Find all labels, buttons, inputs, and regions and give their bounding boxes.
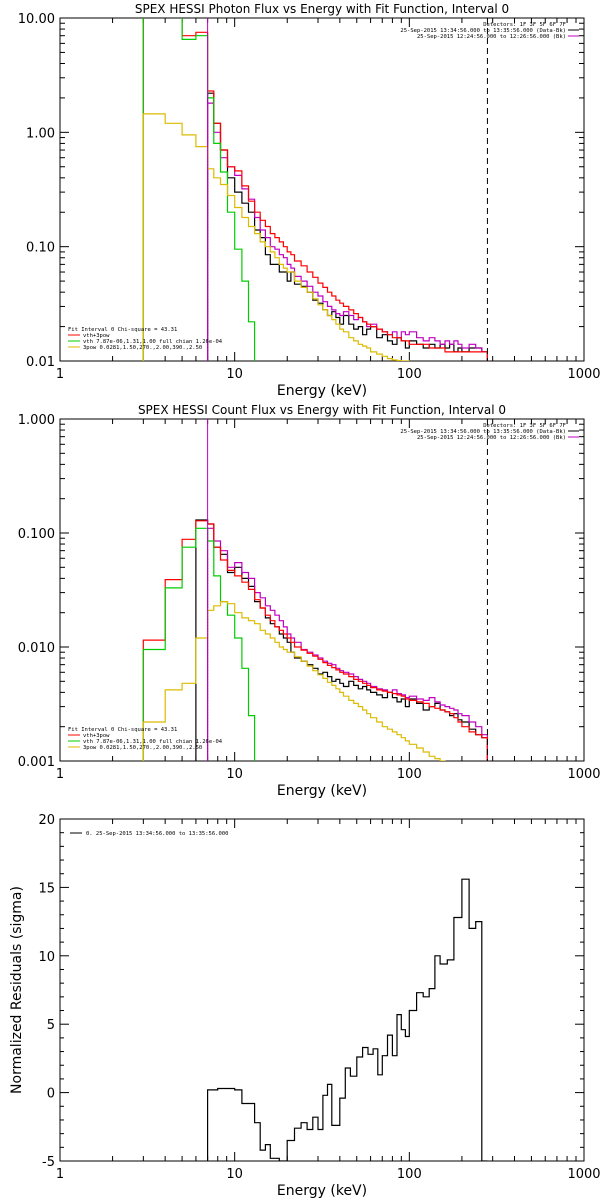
x-tick-label: 1 <box>56 367 64 382</box>
y-tick-label: 10 <box>38 950 55 965</box>
x-tick-label: 100 <box>397 367 422 382</box>
y-tick-label: 1.00 <box>26 126 55 141</box>
legend-header: Fit Interval 0 Chi-square = 43.31 <box>68 727 177 733</box>
y-tick-label: 0.100 <box>18 527 55 542</box>
y-tick-label: 10.00 <box>18 12 55 27</box>
x-tick-label: 10 <box>226 767 243 782</box>
series-line <box>142 527 256 761</box>
legend-entry: vth 7.87e-06,1.31,1.00 full chian 1.26e-… <box>83 739 223 745</box>
y-tick-label: 0.010 <box>18 641 55 656</box>
x-tick-label: 1 <box>56 767 64 782</box>
y-axis-label: Normalized Residuals (sigma) <box>9 886 25 1094</box>
x-tick-label: 100 <box>397 1167 422 1182</box>
legend-entry: vth 7.87e-06,1.31,1.00 full chian 1.26e-… <box>83 339 223 345</box>
x-tick-label: 10 <box>226 1167 243 1182</box>
chart-title: SPEX HESSI Count Flux vs Energy with Fit… <box>138 403 506 417</box>
legend-entry: vth+3pow <box>83 733 110 739</box>
series-line <box>142 113 410 361</box>
legend-entry: Detectors: 1F 3F 5F 6F 7F <box>483 22 566 28</box>
plot-frame <box>59 418 585 762</box>
legend-entry: 25-Sep-2015 13:34:56.000 to 13:35:56.000… <box>400 429 566 435</box>
legend-entry: 0. 25-Sep-2015 13:34:56.000 to 13:35:56.… <box>86 831 228 837</box>
y-tick-label: 5 <box>47 1018 55 1033</box>
x-tick-label: 10 <box>226 367 243 382</box>
x-tick-label: 1000 <box>567 367 600 382</box>
series-line <box>207 527 488 761</box>
legend-entry: 3pow 0.0281,1.50,270.,2.00,390.,2.50 <box>83 745 202 751</box>
y-tick-label: 0 <box>47 1087 55 1102</box>
y-tick-label: 15 <box>38 881 55 896</box>
series-line <box>207 878 488 1161</box>
x-tick-label: 100 <box>397 767 422 782</box>
series-line <box>195 519 488 761</box>
x-tick-label: 1 <box>56 1167 64 1182</box>
y-tick-label: 0.01 <box>26 355 55 370</box>
series-line <box>207 92 488 361</box>
plot-frame <box>59 818 585 1162</box>
y-tick-label: 1.000 <box>18 413 55 428</box>
plot-1: SPEX HESSI Count Flux vs Energy with Fit… <box>18 403 600 799</box>
legend-entry: 25-Sep-2015 12:24:56.000 to 12:26:56.000… <box>417 435 566 441</box>
legend-entry: 3pow 0.0281,1.50,270.,2.00,390.,2.50 <box>83 345 202 351</box>
y-tick-label: 0.001 <box>18 755 55 770</box>
x-axis-label: Energy (keV) <box>277 1183 367 1199</box>
series-line <box>142 18 256 361</box>
legend-entry: 25-Sep-2015 13:34:56.000 to 13:35:56.000… <box>400 28 566 34</box>
y-tick-label: -5 <box>42 1155 55 1170</box>
x-tick-label: 1000 <box>567 767 600 782</box>
legend-header: Fit Interval 0 Chi-square = 43.31 <box>68 327 177 333</box>
x-axis-label: Energy (keV) <box>277 383 367 399</box>
series-line <box>142 18 488 361</box>
chart-title: SPEX HESSI Photon Flux vs Energy with Fi… <box>135 2 509 16</box>
series-line <box>142 601 446 761</box>
plot-frame <box>59 17 585 362</box>
x-tick-label: 1000 <box>567 1167 600 1182</box>
y-tick-label: 20 <box>38 813 55 828</box>
plot-2: 1 10 100 1000 Energy (keV) -5 0 5 10 15 20 Normaliz… <box>9 813 600 1199</box>
series-line <box>142 520 488 761</box>
legend-entry: Detectors: 1F 3F 5F 6F 7F <box>483 423 566 429</box>
plot-0: SPEX HESSI Photon Flux vs Energy with Fi… <box>18 2 600 399</box>
series-line <box>207 102 488 361</box>
legend-entry: 25-Sep-2015 12:24:56.000 to 12:26:56.000… <box>417 34 566 40</box>
y-tick-label: 0.10 <box>26 241 55 256</box>
legend-entry: vth+3pow <box>83 333 110 339</box>
x-axis-label: Energy (keV) <box>277 783 367 799</box>
